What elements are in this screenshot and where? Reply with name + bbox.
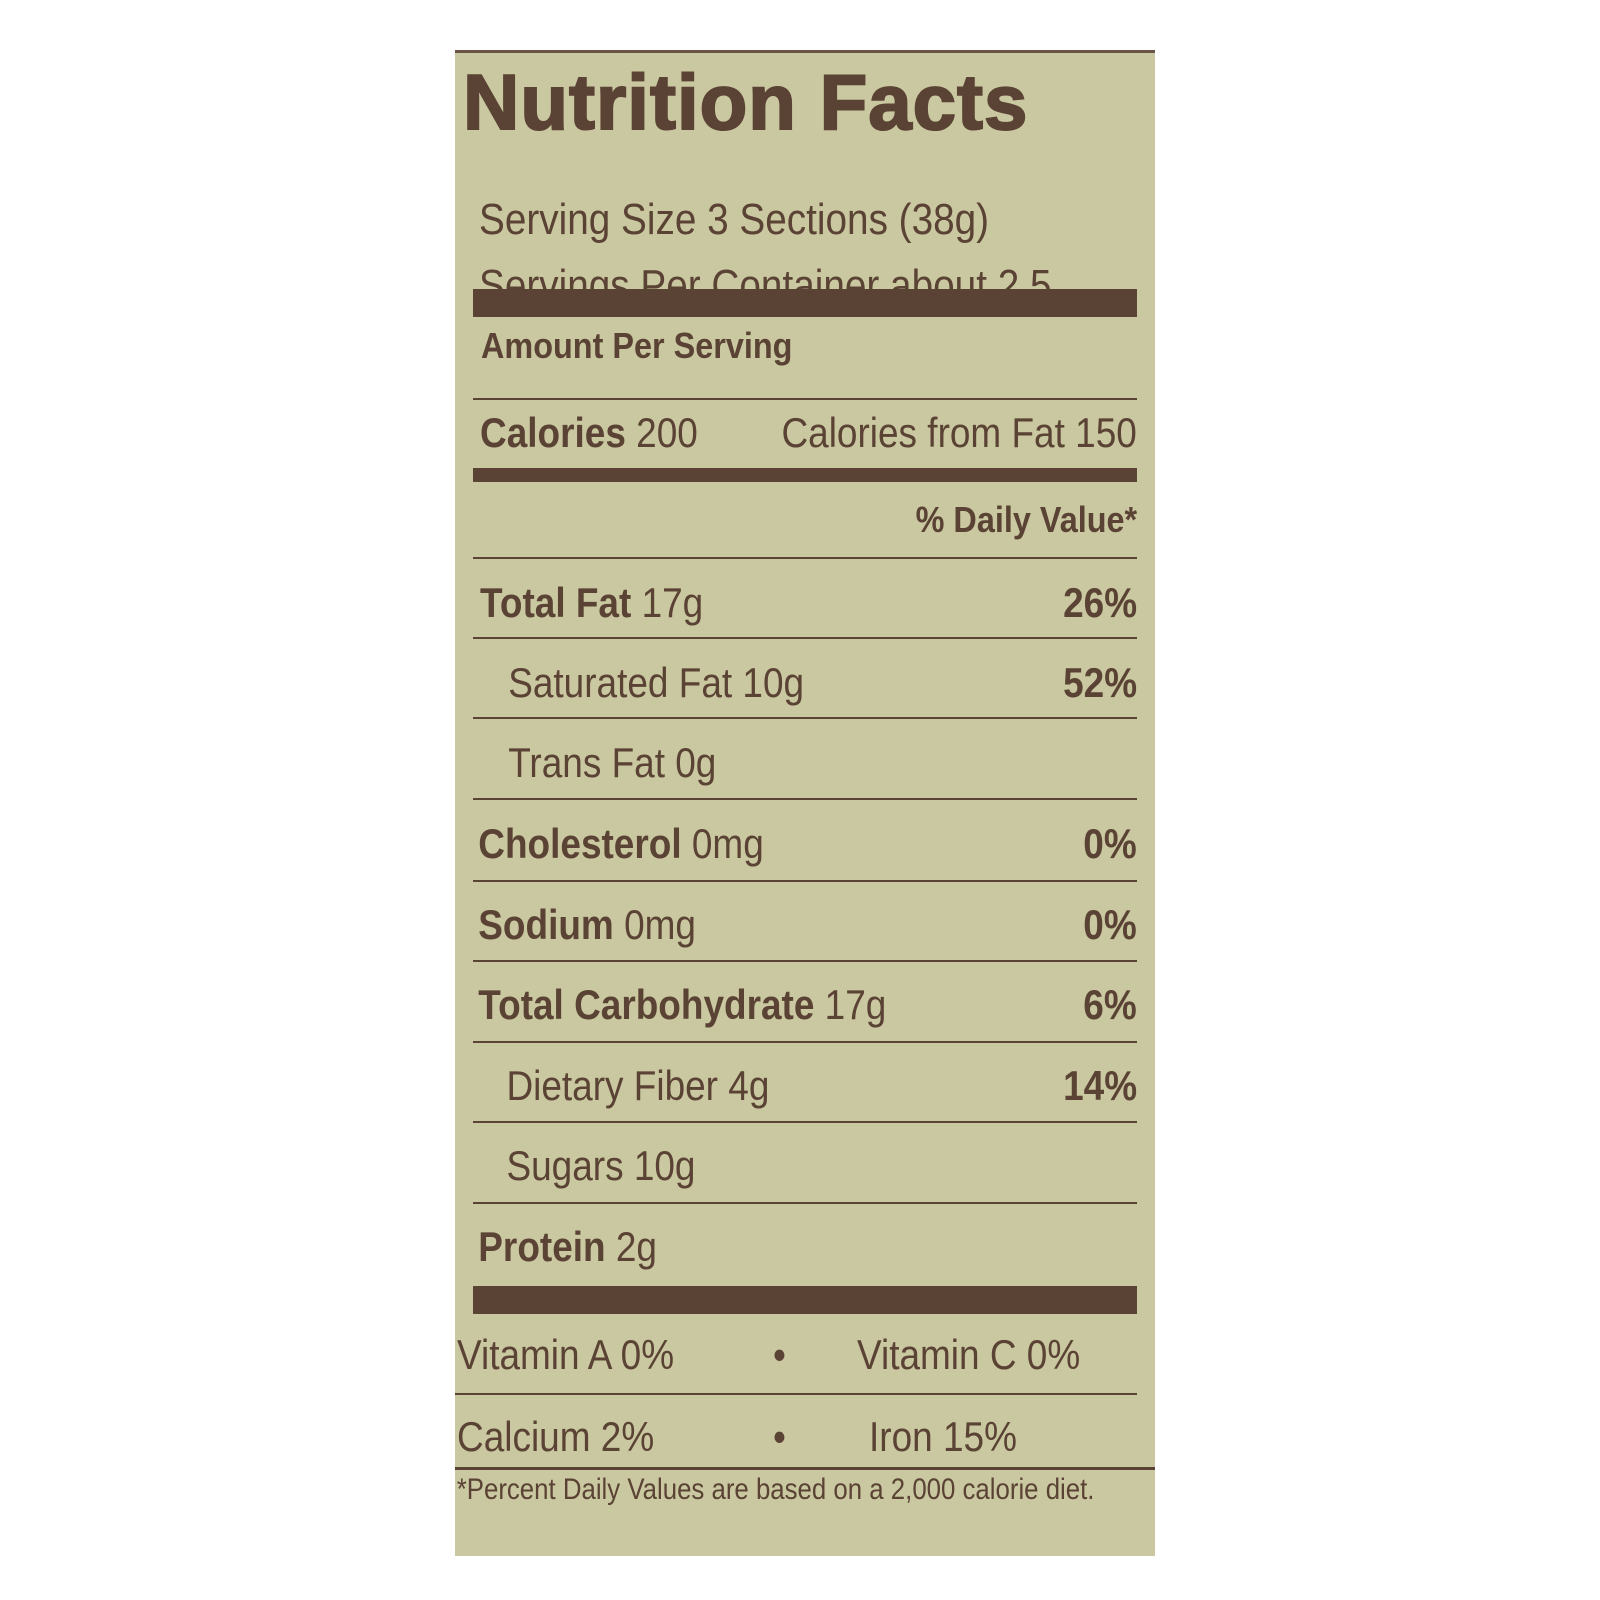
divider (473, 637, 1137, 639)
calcium: Calcium 2% (457, 1413, 655, 1460)
divider (455, 1467, 1155, 1470)
calories-row: Calories 200 Calories from Fat 150 (473, 403, 1137, 463)
thick-divider (473, 1286, 1137, 1314)
divider (473, 1202, 1137, 1204)
divider (473, 1041, 1137, 1043)
divider (473, 398, 1137, 400)
divider (473, 717, 1137, 719)
nutrient-row-trans-fat: Trans Fat 0g (508, 739, 717, 786)
calories-value: 200 (636, 409, 698, 456)
serving-size: Serving Size 3 Sections (38g) (479, 195, 990, 244)
vitamin-a: Vitamin A 0% (457, 1331, 675, 1378)
thick-divider (473, 289, 1137, 317)
calories-from-fat: Calories from Fat 150 (781, 409, 1137, 456)
nutrition-facts-label: Nutrition Facts Serving Size 3 Sections … (455, 50, 1155, 1556)
daily-value-header: % Daily Value* (915, 499, 1137, 540)
divider (473, 960, 1137, 962)
nutrient-row-total-carbohydrate: Total Carbohydrate 17g 6% (478, 981, 1137, 1028)
nutrient-row-sugars: Sugars 10g (506, 1142, 696, 1189)
nutrient-row-total-fat: Total Fat 17g 26% (480, 579, 1137, 626)
calories-label: Calories (480, 409, 626, 456)
nutrient-row-saturated-fat: Saturated Fat 10g 52% (508, 659, 1137, 706)
vitamin-c: Vitamin C 0% (857, 1331, 1081, 1378)
divider (473, 557, 1137, 559)
vitamins-row-2: Calcium 2% • Iron 15% (455, 1413, 1155, 1473)
nutrient-row-cholesterol: Cholesterol 0mg 0% (478, 820, 1137, 867)
nutrient-row-dietary-fiber: Dietary Fiber 4g 14% (506, 1062, 1137, 1109)
vitamins-row-1: Vitamin A 0% • Vitamin C 0% (455, 1331, 1155, 1391)
nutrient-row-protein: Protein 2g (478, 1223, 657, 1270)
divider (473, 798, 1137, 800)
amount-per-serving: Amount Per Serving (481, 325, 793, 366)
iron: Iron 15% (869, 1413, 1017, 1460)
divider (473, 880, 1137, 882)
nutrient-row-sodium: Sodium 0mg 0% (478, 901, 1137, 948)
label-title: Nutrition Facts (462, 58, 1029, 146)
divider (455, 1393, 1137, 1395)
footnote: *Percent Daily Values are based on a 2,0… (456, 1473, 1095, 1506)
divider (473, 1121, 1137, 1123)
bullet-separator: • (773, 1413, 786, 1460)
medium-divider (473, 468, 1137, 482)
bullet-separator: • (773, 1331, 786, 1378)
